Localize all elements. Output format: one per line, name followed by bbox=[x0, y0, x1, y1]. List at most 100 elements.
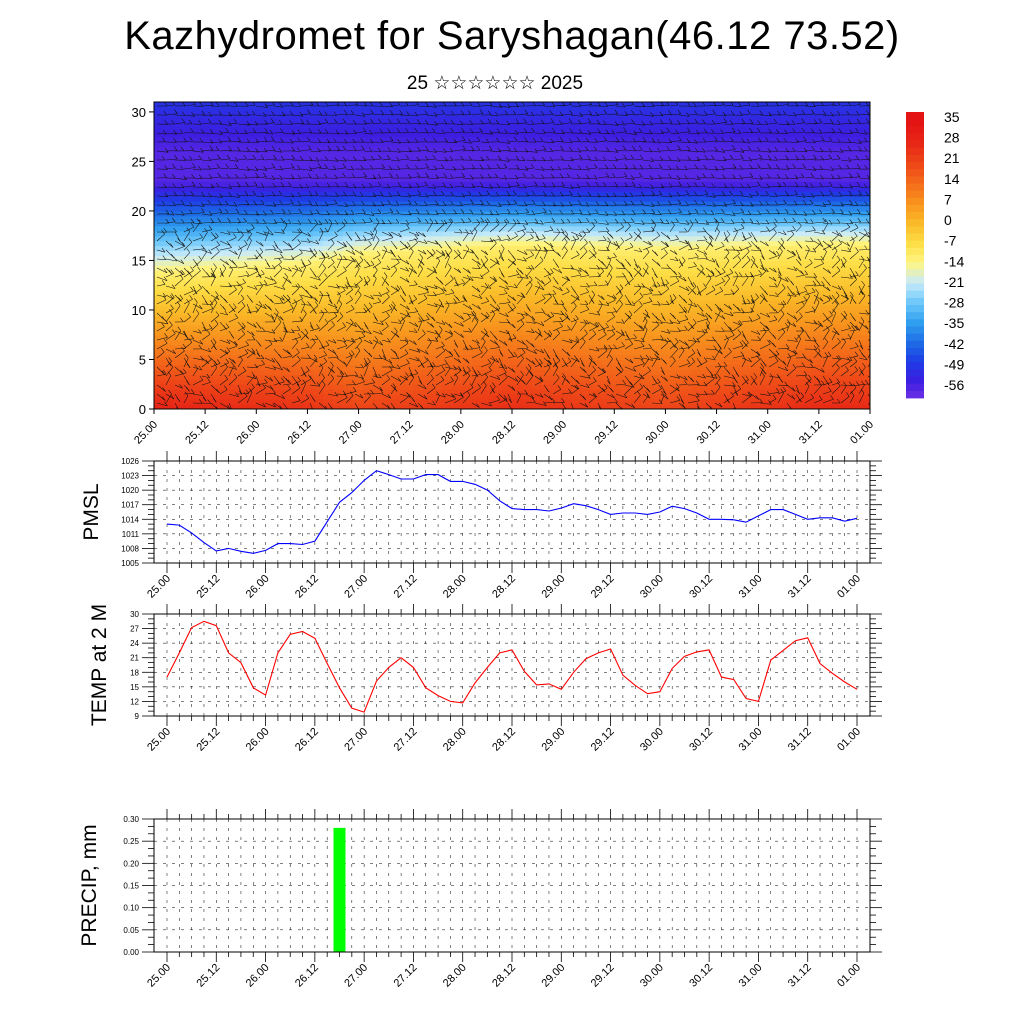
heatmap-cell bbox=[671, 334, 682, 341]
wind-barb-flag bbox=[480, 119, 484, 125]
heatmap-cell bbox=[492, 225, 503, 232]
heatmap-cell bbox=[372, 230, 384, 237]
heatmap-cell bbox=[183, 384, 195, 390]
heatmap-cell bbox=[621, 161, 632, 167]
heatmap-cell bbox=[243, 399, 255, 405]
heatmap-cell bbox=[561, 240, 573, 247]
heatmap-cell bbox=[571, 196, 583, 202]
heatmap-cell bbox=[502, 305, 513, 311]
heatmap-cell bbox=[581, 191, 593, 197]
heatmap-cell bbox=[512, 275, 523, 281]
heatmap-cell bbox=[760, 201, 772, 207]
heatmap-cell bbox=[223, 225, 235, 232]
heatmap-cell bbox=[283, 260, 294, 266]
heatmap-cell bbox=[810, 240, 821, 247]
heatmap-cell bbox=[750, 215, 762, 222]
heatmap-cell bbox=[840, 280, 851, 286]
heatmap-cell bbox=[323, 349, 334, 356]
heatmap-cell bbox=[293, 394, 304, 400]
heatmap-cell bbox=[760, 240, 772, 247]
heatmap-cell bbox=[720, 240, 732, 247]
heatmap-cell bbox=[661, 305, 672, 311]
wind-barb-flag bbox=[540, 110, 545, 116]
heatmap-cell bbox=[561, 136, 573, 143]
heatmap-cell bbox=[561, 102, 573, 108]
heatmap-cell bbox=[233, 250, 245, 257]
heatmap-cell bbox=[362, 235, 374, 242]
heatmap-cell bbox=[651, 201, 662, 207]
heatmap-cell bbox=[770, 255, 782, 262]
heatmap-cell bbox=[154, 374, 165, 380]
heatmap-cell bbox=[372, 215, 384, 222]
heatmap-cell bbox=[233, 171, 245, 177]
heatmap-cell bbox=[820, 205, 831, 212]
heatmap-cell bbox=[502, 394, 513, 400]
heatmap-cell bbox=[243, 220, 255, 227]
heatmap-cell bbox=[173, 260, 185, 266]
heatmap-cell bbox=[591, 102, 603, 108]
heatmap-cell bbox=[323, 369, 334, 375]
heatmap-cell bbox=[810, 329, 821, 336]
heatmap-cell bbox=[720, 215, 732, 222]
heatmap-cell bbox=[432, 404, 443, 409]
heatmap-cell bbox=[293, 181, 304, 187]
heatmap-cell bbox=[800, 131, 811, 138]
heatmap-cell bbox=[601, 319, 613, 326]
heatmap-cell bbox=[621, 146, 632, 153]
heatmap-cell bbox=[790, 399, 801, 405]
heatmap-cell bbox=[691, 344, 702, 351]
heatmap-cell bbox=[800, 255, 811, 262]
heatmap-cell bbox=[472, 166, 483, 172]
heatmap-cell bbox=[203, 196, 215, 202]
wind-barb bbox=[237, 114, 250, 116]
heatmap-cell bbox=[830, 379, 841, 385]
heatmap-cell bbox=[482, 176, 493, 182]
heatmap-cell bbox=[154, 290, 165, 296]
heatmap-cell bbox=[691, 354, 702, 361]
heatmap-cell bbox=[462, 136, 473, 143]
heatmap-cell bbox=[313, 389, 324, 395]
heatmap-cell bbox=[472, 295, 483, 301]
heatmap-cell bbox=[531, 250, 543, 257]
heatmap-cell bbox=[631, 354, 642, 361]
heatmap-cell bbox=[402, 151, 414, 158]
heatmap-cell bbox=[333, 141, 344, 148]
wind-barb-flag bbox=[315, 102, 320, 107]
heatmap-cell bbox=[780, 136, 792, 143]
heatmap-cell bbox=[591, 191, 603, 197]
heatmap-cell bbox=[452, 339, 463, 346]
heatmap-cell bbox=[840, 295, 851, 301]
heatmap-cell bbox=[492, 102, 503, 108]
heatmap-cell bbox=[313, 314, 324, 321]
heatmap-cell bbox=[313, 364, 324, 370]
heatmap-cell bbox=[790, 215, 801, 222]
heatmap-cell bbox=[760, 161, 772, 167]
wind-barb bbox=[840, 104, 851, 107]
heatmap-cell bbox=[581, 265, 593, 271]
heatmap-cell bbox=[362, 364, 374, 370]
heatmap-cell bbox=[472, 379, 483, 385]
heatmap-cell bbox=[432, 329, 443, 336]
heatmap-cell bbox=[452, 220, 463, 227]
heatmap-cell bbox=[293, 319, 304, 326]
heatmap-cell bbox=[581, 314, 593, 321]
heatmap-cell bbox=[372, 116, 384, 123]
heatmap-cell bbox=[342, 156, 354, 163]
wind-barb bbox=[174, 132, 184, 134]
heatmap-cell bbox=[352, 384, 364, 390]
heatmap-cell bbox=[591, 270, 603, 276]
heatmap-cell bbox=[253, 131, 264, 138]
heatmap-cell bbox=[313, 329, 324, 336]
heatmap-cell bbox=[512, 181, 523, 187]
heatmap-cell bbox=[492, 389, 503, 395]
heatmap-cell bbox=[720, 131, 732, 138]
heatmap-cell bbox=[651, 250, 662, 257]
heatmap-cell bbox=[700, 161, 712, 167]
heatmap-cell bbox=[512, 245, 523, 252]
heatmap-cell bbox=[432, 300, 443, 306]
heatmap-cell bbox=[641, 240, 652, 247]
heatmap-cell bbox=[730, 394, 742, 400]
heatmap-cell bbox=[780, 176, 792, 182]
heatmap-cell bbox=[392, 245, 404, 252]
heatmap-cell bbox=[163, 309, 175, 316]
